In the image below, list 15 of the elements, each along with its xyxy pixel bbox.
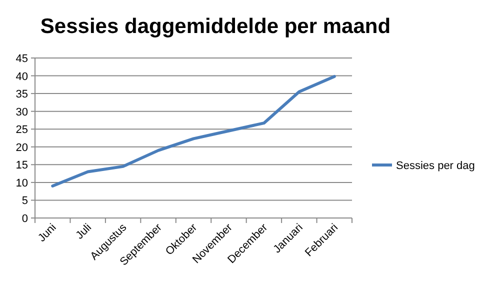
line-series bbox=[51, 74, 336, 188]
y-tick-label: 5 bbox=[22, 195, 28, 208]
y-tick-label: 25 bbox=[16, 124, 28, 136]
x-tick-label: Juni bbox=[36, 222, 59, 244]
y-tick-label: 40 bbox=[16, 70, 28, 83]
legend-label: Sessies per dag bbox=[396, 160, 475, 172]
x-tick-label: Juli bbox=[74, 222, 94, 242]
y-tick-label: 15 bbox=[16, 160, 28, 172]
y-tick-label: 20 bbox=[16, 142, 28, 154]
y-tick-label: 35 bbox=[16, 88, 28, 101]
y-tick-label: 10 bbox=[16, 177, 28, 190]
y-tick-label: 0 bbox=[22, 213, 28, 225]
chart-title: Sessies daggemiddelde per maand bbox=[40, 15, 391, 38]
y-tick-label: 45 bbox=[16, 53, 28, 65]
y-tick-label: 30 bbox=[16, 106, 28, 118]
